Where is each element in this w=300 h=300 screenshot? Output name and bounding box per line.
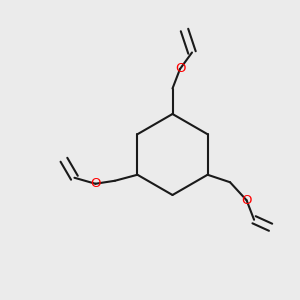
- Text: O: O: [90, 177, 101, 190]
- Text: O: O: [175, 62, 185, 76]
- Text: O: O: [241, 194, 252, 207]
